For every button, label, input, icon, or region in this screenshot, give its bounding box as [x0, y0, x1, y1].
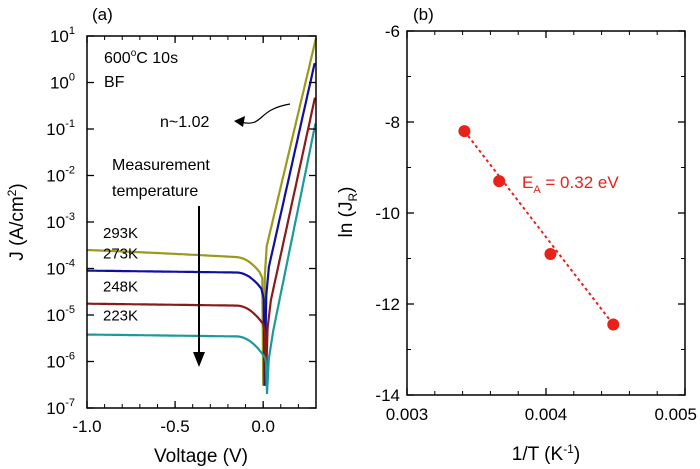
ideality-arrowhead — [234, 116, 245, 127]
b-data-point — [458, 125, 471, 138]
a-y-tick-label: 101 — [50, 25, 75, 46]
a-y-tick-label: 10-7 — [46, 397, 75, 418]
b-data-point — [544, 247, 557, 260]
ideality-factor-label: n~1.02 — [160, 114, 209, 131]
iv-curve-248K — [87, 97, 316, 386]
a-y-tick-label: 10-5 — [46, 304, 75, 325]
series-label-248K: 248K — [103, 279, 138, 296]
b-y-tick-label: -14 — [375, 386, 400, 405]
b-y-tick-label: -8 — [385, 113, 400, 132]
b-y-tick-label: -12 — [375, 295, 400, 314]
a-y-tick-label: 10-4 — [46, 258, 75, 279]
panel-b-y-tick-labels: -14 -12 -10 -8 -6 — [375, 22, 400, 405]
series-label-223K: 223K — [103, 308, 138, 325]
panel-a-ticks — [86, 35, 317, 409]
b-y-tick-label: -6 — [385, 22, 400, 41]
a-x-tick-label: 0.0 — [251, 417, 275, 436]
panel-a-series-labels: 293K 273K 248K 223K — [103, 225, 138, 325]
panel-b-fit-line — [463, 130, 615, 326]
panel-a-x-tick-labels: -1.0 -0.5 0.0 — [72, 417, 275, 436]
panel-a-y-axis-label: J (A/cm2) — [5, 183, 28, 260]
panel-a-label: (a) — [92, 5, 113, 24]
panel-a-series-lines — [86, 37, 318, 395]
panel-b-x-axis-label: 1/T (K-1) — [512, 442, 580, 465]
b-data-point — [493, 175, 506, 188]
substrate-label: BF — [104, 74, 125, 91]
b-x-tick-label: 0.005 — [654, 405, 697, 424]
activation-energy-label: EA = 0.32 eV — [522, 173, 619, 196]
a-y-tick-label: 10-3 — [46, 211, 75, 232]
panel-a-x-axis-label: Voltage (V) — [154, 446, 248, 467]
b-data-point — [607, 318, 620, 331]
iv-curve-293K — [86, 37, 318, 386]
a-y-tick-label: 10-1 — [46, 118, 75, 139]
b-x-tick-label: 0.004 — [525, 405, 568, 424]
measurement-label-line2: temperature — [112, 183, 198, 200]
panel-b-x-tick-labels: 0.003 0.004 0.005 — [386, 405, 697, 424]
a-x-tick-label: -1.0 — [72, 417, 101, 436]
panel-b-arrhenius-plot: (b) 0.003 0.004 0.005 -14 -12 -10 -8 -6 EA = 0… — [336, 5, 697, 465]
temperature-arrowhead — [193, 352, 205, 367]
iv-curve-223K — [86, 123, 317, 395]
a-y-tick-label: 100 — [50, 72, 75, 93]
iv-curve-273K — [87, 62, 316, 386]
a-y-tick-label: 10-6 — [46, 351, 75, 372]
panel-b-ticks — [406, 30, 686, 396]
panel-a-y-tick-labels: 10-7 10-6 10-5 10-4 10-3 10-2 10-1 100 101 — [46, 25, 75, 418]
b-y-tick-label: -10 — [375, 204, 400, 223]
panel-b-y-axis-label: ln (JR) — [336, 187, 360, 238]
panel-b-data-points — [458, 125, 620, 331]
panel-b-plot-frame — [406, 30, 686, 396]
b-x-tick-label: 0.003 — [386, 405, 429, 424]
a-y-tick-label: 10-2 — [46, 165, 75, 186]
series-label-293K: 293K — [103, 225, 138, 242]
panel-b-label: (b) — [413, 5, 434, 24]
panel-a-iv-curves: (a) -1.0 -0.5 0.0 10-7 10-6 10-5 10-4 10-3 10-2… — [5, 5, 318, 467]
ideality-arrow — [239, 103, 291, 124]
measurement-label-line1: Measurement — [112, 157, 210, 174]
a-x-tick-label: -0.5 — [160, 417, 189, 436]
series-label-273K: 273K — [103, 246, 138, 263]
condition-label: 600oC 10s — [104, 48, 178, 67]
